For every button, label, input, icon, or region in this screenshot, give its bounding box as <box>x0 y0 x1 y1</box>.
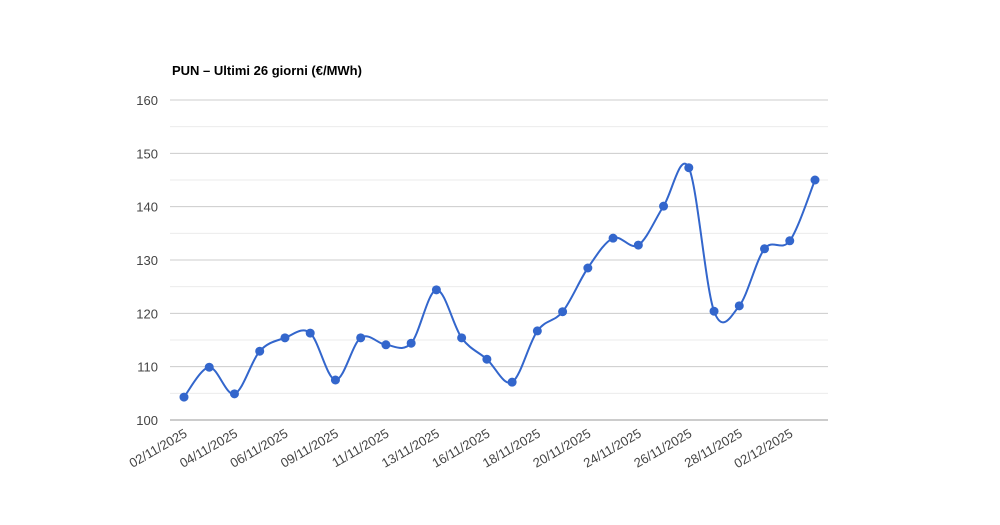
y-tick-label: 130 <box>136 253 158 268</box>
y-tick-label: 140 <box>136 200 158 215</box>
data-point <box>659 201 669 211</box>
data-point <box>482 354 492 364</box>
x-tick-label: 09/11/2025 <box>278 426 341 471</box>
data-point <box>305 328 315 338</box>
data-point <box>280 333 290 343</box>
data-point <box>204 362 214 372</box>
data-point <box>684 163 694 173</box>
chart-title: PUN – Ultimi 26 giorni (€/MWh) <box>172 63 362 78</box>
data-point <box>810 175 820 185</box>
data-point <box>558 307 568 317</box>
y-tick-label: 110 <box>137 360 158 375</box>
data-point <box>507 377 517 387</box>
data-point <box>532 326 542 336</box>
data-point <box>608 233 618 243</box>
data-point <box>457 333 467 343</box>
series-line <box>183 163 816 398</box>
data-point <box>734 301 744 311</box>
data-point <box>179 392 189 402</box>
data-point <box>356 333 366 343</box>
data-point <box>229 389 239 399</box>
data-point <box>431 285 441 295</box>
y-tick-label: 160 <box>136 93 158 108</box>
data-point <box>633 240 643 250</box>
data-point <box>330 375 340 385</box>
data-point <box>255 346 265 356</box>
data-point <box>583 263 593 273</box>
data-point <box>406 338 416 348</box>
y-tick-label: 100 <box>136 413 158 428</box>
data-point <box>760 244 770 254</box>
data-point <box>709 306 719 316</box>
y-tick-label: 150 <box>136 146 158 161</box>
data-point <box>381 340 391 350</box>
data-point <box>785 236 795 246</box>
y-tick-label: 120 <box>136 306 158 321</box>
